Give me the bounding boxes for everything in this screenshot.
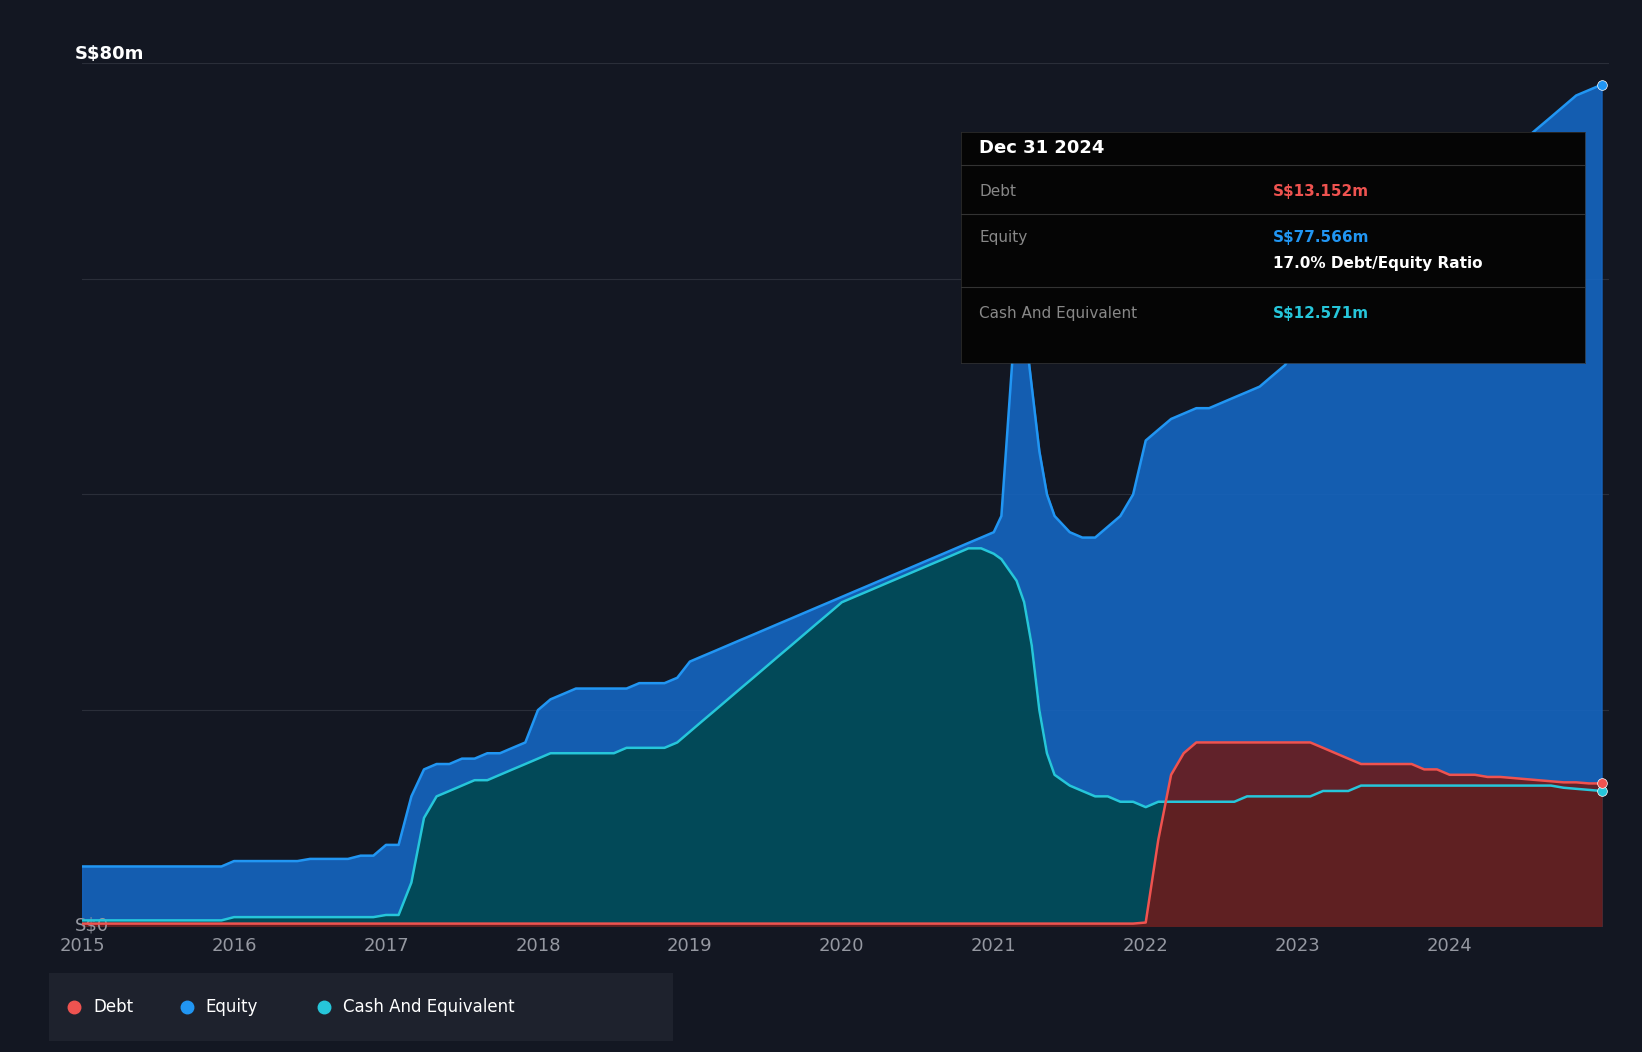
Text: S$0: S$0 xyxy=(74,916,108,935)
Text: Equity: Equity xyxy=(979,229,1028,245)
Text: Debt: Debt xyxy=(979,183,1016,199)
Text: Dec 31 2024: Dec 31 2024 xyxy=(979,139,1105,157)
Text: S$80m: S$80m xyxy=(74,45,144,63)
Text: Cash And Equivalent: Cash And Equivalent xyxy=(343,998,514,1016)
Text: S$13.152m: S$13.152m xyxy=(1273,183,1369,199)
Text: S$77.566m: S$77.566m xyxy=(1273,229,1369,245)
Text: 17.0% Debt/Equity Ratio: 17.0% Debt/Equity Ratio xyxy=(1273,257,1483,271)
Text: Equity: Equity xyxy=(205,998,258,1016)
Text: Cash And Equivalent: Cash And Equivalent xyxy=(979,306,1138,321)
Text: Debt: Debt xyxy=(94,998,133,1016)
Text: S$12.571m: S$12.571m xyxy=(1273,306,1369,321)
